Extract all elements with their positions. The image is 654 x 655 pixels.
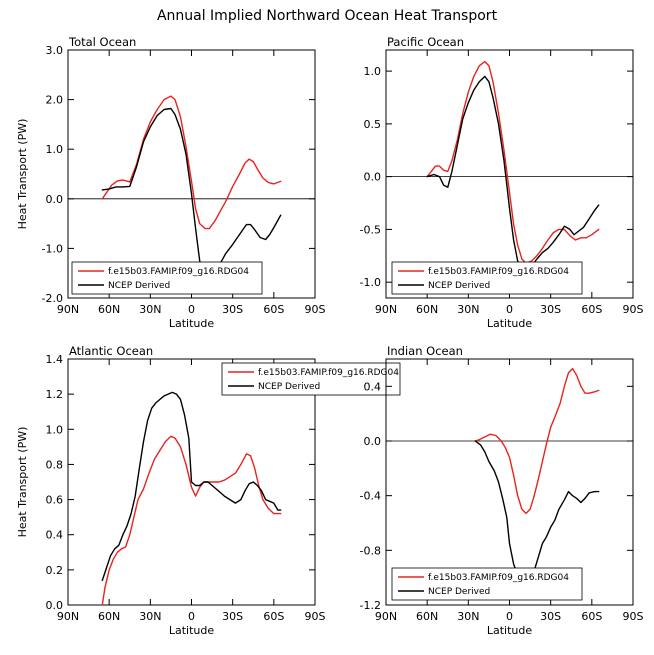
- plot-frame: [67, 49, 316, 299]
- x-tick-label: 60N: [98, 610, 120, 623]
- x-tick-label: 30S: [222, 303, 243, 316]
- series-line-model: [101, 95, 282, 230]
- y-tick-label: 0.0: [364, 171, 382, 184]
- series-line-ncep: [101, 107, 282, 280]
- y-tick-label: 2.0: [46, 94, 64, 107]
- plot-frame: [385, 49, 634, 299]
- x-tick-label: 30N: [139, 610, 161, 623]
- y-tick-label: 0.5: [364, 118, 382, 131]
- series-line-model: [474, 367, 600, 515]
- legend-label: NCEP Derived: [258, 382, 320, 392]
- x-tick-label: 90S: [623, 610, 644, 623]
- legend-box: [71, 261, 263, 295]
- y-tick-label: 1.0: [46, 143, 64, 156]
- x-tick-label: 90N: [57, 610, 79, 623]
- panel-title: Indian Ocean: [387, 344, 463, 358]
- x-tick-label: 90S: [305, 303, 326, 316]
- series-line-ncep: [426, 75, 600, 273]
- x-tick-label: 30S: [540, 303, 561, 316]
- legend-box: [221, 362, 401, 396]
- y-tick-label: 0.0: [46, 599, 64, 612]
- y-tick-label: 1.0: [46, 423, 64, 436]
- x-tick-label: 90N: [57, 303, 79, 316]
- series-line-ncep: [101, 391, 282, 582]
- chart-panel: Total Ocean 90N 60N 30N 0 30S 60S 90S -2.0 -1.0 0.…: [16, 35, 326, 330]
- series-line-model: [101, 435, 282, 606]
- series-line-ncep: [474, 440, 600, 584]
- legend: f.e15b03.FAMIP.f09_g16.RDG04 NCEP Derived: [391, 567, 583, 601]
- y-tick-label: -0.8: [360, 544, 381, 557]
- legend-label: NCEP Derived: [428, 587, 490, 597]
- legend-label: f.e15b03.FAMIP.f09_g16.RDG04: [258, 368, 399, 378]
- chart-panel: Atlantic Ocean 90N 60N 30N 0 30S 60S 90S 0.0 0.2 0…: [16, 344, 401, 637]
- x-tick-label: 90S: [623, 303, 644, 316]
- x-tick-label: 90N: [375, 303, 397, 316]
- y-tick-label: 3.0: [46, 44, 64, 57]
- y-tick-label: -1.2: [360, 599, 381, 612]
- panels: Total Ocean 90N 60N 30N 0 30S 60S 90S -2.0 -1.0 0.…: [16, 35, 644, 637]
- y-tick-label: 0.6: [46, 494, 64, 507]
- y-tick-label: 1.2: [46, 388, 64, 401]
- x-tick-label: 30S: [222, 610, 243, 623]
- y-tick-label: 0.8: [46, 458, 64, 471]
- x-tick-label: 60N: [416, 303, 438, 316]
- y-tick-label: -1.0: [360, 276, 381, 289]
- legend: f.e15b03.FAMIP.f09_g16.RDG04 NCEP Derived: [221, 362, 401, 396]
- x-tick-label: 60N: [416, 610, 438, 623]
- x-axis-label: Latitude: [487, 624, 533, 637]
- series-line-model: [426, 60, 600, 264]
- x-tick-label: 60S: [263, 303, 284, 316]
- legend: f.e15b03.FAMIP.f09_g16.RDG04 NCEP Derived: [71, 261, 263, 295]
- x-tick-label: 60S: [581, 303, 602, 316]
- legend-label: f.e15b03.FAMIP.f09_g16.RDG04: [428, 573, 569, 583]
- x-tick-label: 60N: [98, 303, 120, 316]
- x-tick-label: 0: [188, 610, 195, 623]
- legend-box: [391, 261, 583, 295]
- panel-title: Total Ocean: [68, 35, 136, 49]
- x-tick-label: 0: [188, 303, 195, 316]
- legend: f.e15b03.FAMIP.f09_g16.RDG04 NCEP Derived: [391, 261, 583, 295]
- y-tick-label: -0.5: [360, 223, 381, 236]
- legend-label: NCEP Derived: [108, 281, 170, 291]
- legend-label: NCEP Derived: [428, 281, 490, 291]
- x-axis-label: Latitude: [169, 317, 215, 330]
- chart-panel: Pacific Ocean 90N 60N 30N 0 30S 60S 90S -1.0 -0.5…: [360, 35, 644, 330]
- y-tick-label: 0.2: [46, 564, 64, 577]
- x-tick-label: 0: [506, 610, 513, 623]
- y-tick-label: 0.4: [364, 380, 382, 393]
- x-tick-label: 60S: [263, 610, 284, 623]
- x-axis-label: Latitude: [169, 624, 215, 637]
- legend-label: f.e15b03.FAMIP.f09_g16.RDG04: [108, 267, 249, 277]
- x-tick-label: 30N: [139, 303, 161, 316]
- x-axis-label: Latitude: [487, 317, 533, 330]
- panel-title: Pacific Ocean: [387, 35, 464, 49]
- x-tick-label: 90N: [375, 610, 397, 623]
- x-tick-label: 90S: [305, 610, 326, 623]
- y-tick-label: 1.0: [364, 65, 382, 78]
- y-axis-label: Heat Transport (PW): [16, 427, 29, 538]
- x-tick-label: 60S: [581, 610, 602, 623]
- y-axis-label: Heat Transport (PW): [16, 119, 29, 230]
- chart-panel: Indian Ocean 90N 60N 30N 0 30S 60S 90S -1.2 -0.8 -…: [360, 344, 644, 637]
- legend-box: [391, 567, 583, 601]
- y-tick-label: 1.4: [46, 353, 64, 366]
- y-tick-label: 0.4: [46, 529, 64, 542]
- y-tick-label: -2.0: [42, 292, 63, 305]
- x-tick-label: 30N: [457, 303, 479, 316]
- legend-label: f.e15b03.FAMIP.f09_g16.RDG04: [428, 267, 569, 277]
- panel-title: Atlantic Ocean: [69, 344, 153, 358]
- x-tick-label: 30N: [457, 610, 479, 623]
- y-tick-label: -0.4: [360, 490, 381, 503]
- x-tick-label: 30S: [540, 610, 561, 623]
- y-tick-label: -1.0: [42, 242, 63, 255]
- x-tick-label: 0: [506, 303, 513, 316]
- figure-title: Annual Implied Northward Ocean Heat Tran…: [157, 8, 498, 24]
- y-tick-label: 0.0: [46, 193, 64, 206]
- y-tick-label: 0.0: [364, 435, 382, 448]
